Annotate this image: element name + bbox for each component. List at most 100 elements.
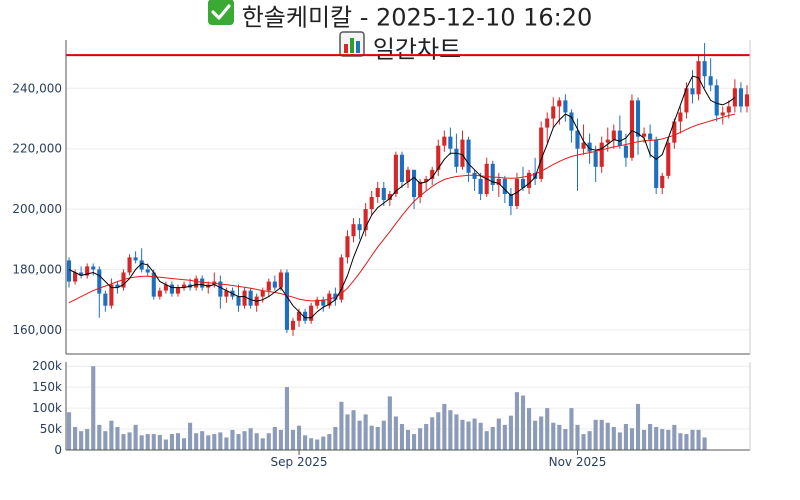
candle-body [472,172,477,179]
candle [175,284,181,297]
volume-bar [672,424,677,450]
candle-body [587,142,592,152]
volume-bar [387,396,392,450]
candle [133,251,138,264]
volume-bar [369,425,374,450]
candle [284,269,289,333]
candle [163,281,168,294]
volume-bar [581,434,586,450]
candle [496,172,501,197]
volume-bar [260,438,265,450]
volume-bar [188,422,193,450]
volume-bar [321,436,326,450]
candle [563,94,568,122]
candle [363,203,368,237]
price-tick-label: 200,000 [12,202,62,216]
volume-bar [508,415,513,450]
candle [508,187,513,216]
candle-body [738,88,743,107]
candle [648,124,653,158]
volume-bar [248,428,253,450]
chart-title-text: 한솔케미칼 - 2025-12-10 16:20 [241,3,593,32]
volume-bar [206,435,211,450]
candle [617,115,622,149]
candle [357,218,362,240]
volume-bar [478,422,483,450]
volume-bar [85,429,90,450]
candle-body [678,112,683,122]
volume-bar [442,403,447,450]
candle-body [194,278,199,288]
volume-tick-label: 200k [32,359,62,373]
volume-bar [696,429,701,450]
volume-bar [133,424,138,450]
candle [484,157,489,197]
volume-bar [533,420,538,450]
candle-body [303,311,308,321]
candle [466,136,471,182]
candle [460,130,465,170]
candle [690,70,695,104]
candle [85,263,90,279]
price-tick-label: 240,000 [12,81,62,95]
candle-body [309,305,314,321]
candle [520,166,526,191]
volume-bar [539,416,544,450]
candle-body [73,272,78,282]
candle [605,127,610,152]
candle-body [611,130,616,140]
candle [411,169,417,210]
candle-body [387,193,392,201]
candle [642,127,647,143]
candle [436,139,441,176]
volume-bar [557,424,562,450]
candle [66,257,72,288]
candle-body [115,284,120,288]
candle-body [224,290,229,297]
volume-bar [224,437,229,450]
volume-bar [611,426,616,450]
candle-body [708,76,713,86]
volume-bar [599,419,604,450]
volume-bar [363,414,368,450]
volume-bar [333,426,338,450]
candle [254,293,259,312]
candle-body [79,272,84,276]
candle-body [339,257,344,300]
candle-body [284,272,289,330]
candle-body [85,266,90,276]
volume-bar [194,433,199,450]
volume-bar [466,421,471,450]
candle-body [157,290,162,297]
candle [672,118,677,149]
candle [236,284,241,312]
x-tick-label: Nov 2025 [549,455,607,469]
volume-bar [424,424,429,450]
candle-body [327,293,332,306]
candle [738,82,743,113]
chart-title: 한솔케미칼 - 2025-12-10 16:20 [0,0,800,35]
volume-bar [103,431,108,450]
candle [194,275,199,291]
ma5-line [68,75,736,319]
candle-body [321,299,326,306]
volume-bar [666,429,671,450]
candle [490,160,495,191]
candle [533,157,538,185]
volume-tick-label: 0 [54,443,62,457]
volume-bar [545,408,550,450]
candle-body [242,290,247,306]
candle-body [593,151,598,167]
candle [321,296,326,312]
volume-bar [502,424,507,450]
candle [351,218,356,243]
candle [200,275,205,291]
candle-body [315,299,320,306]
candle-body [381,187,386,201]
volume-bar [684,434,689,450]
candle-body [684,88,689,113]
volume-bar [623,424,628,450]
volume-bar [200,431,205,450]
chart-subtitle: 일간차트 [0,31,800,67]
